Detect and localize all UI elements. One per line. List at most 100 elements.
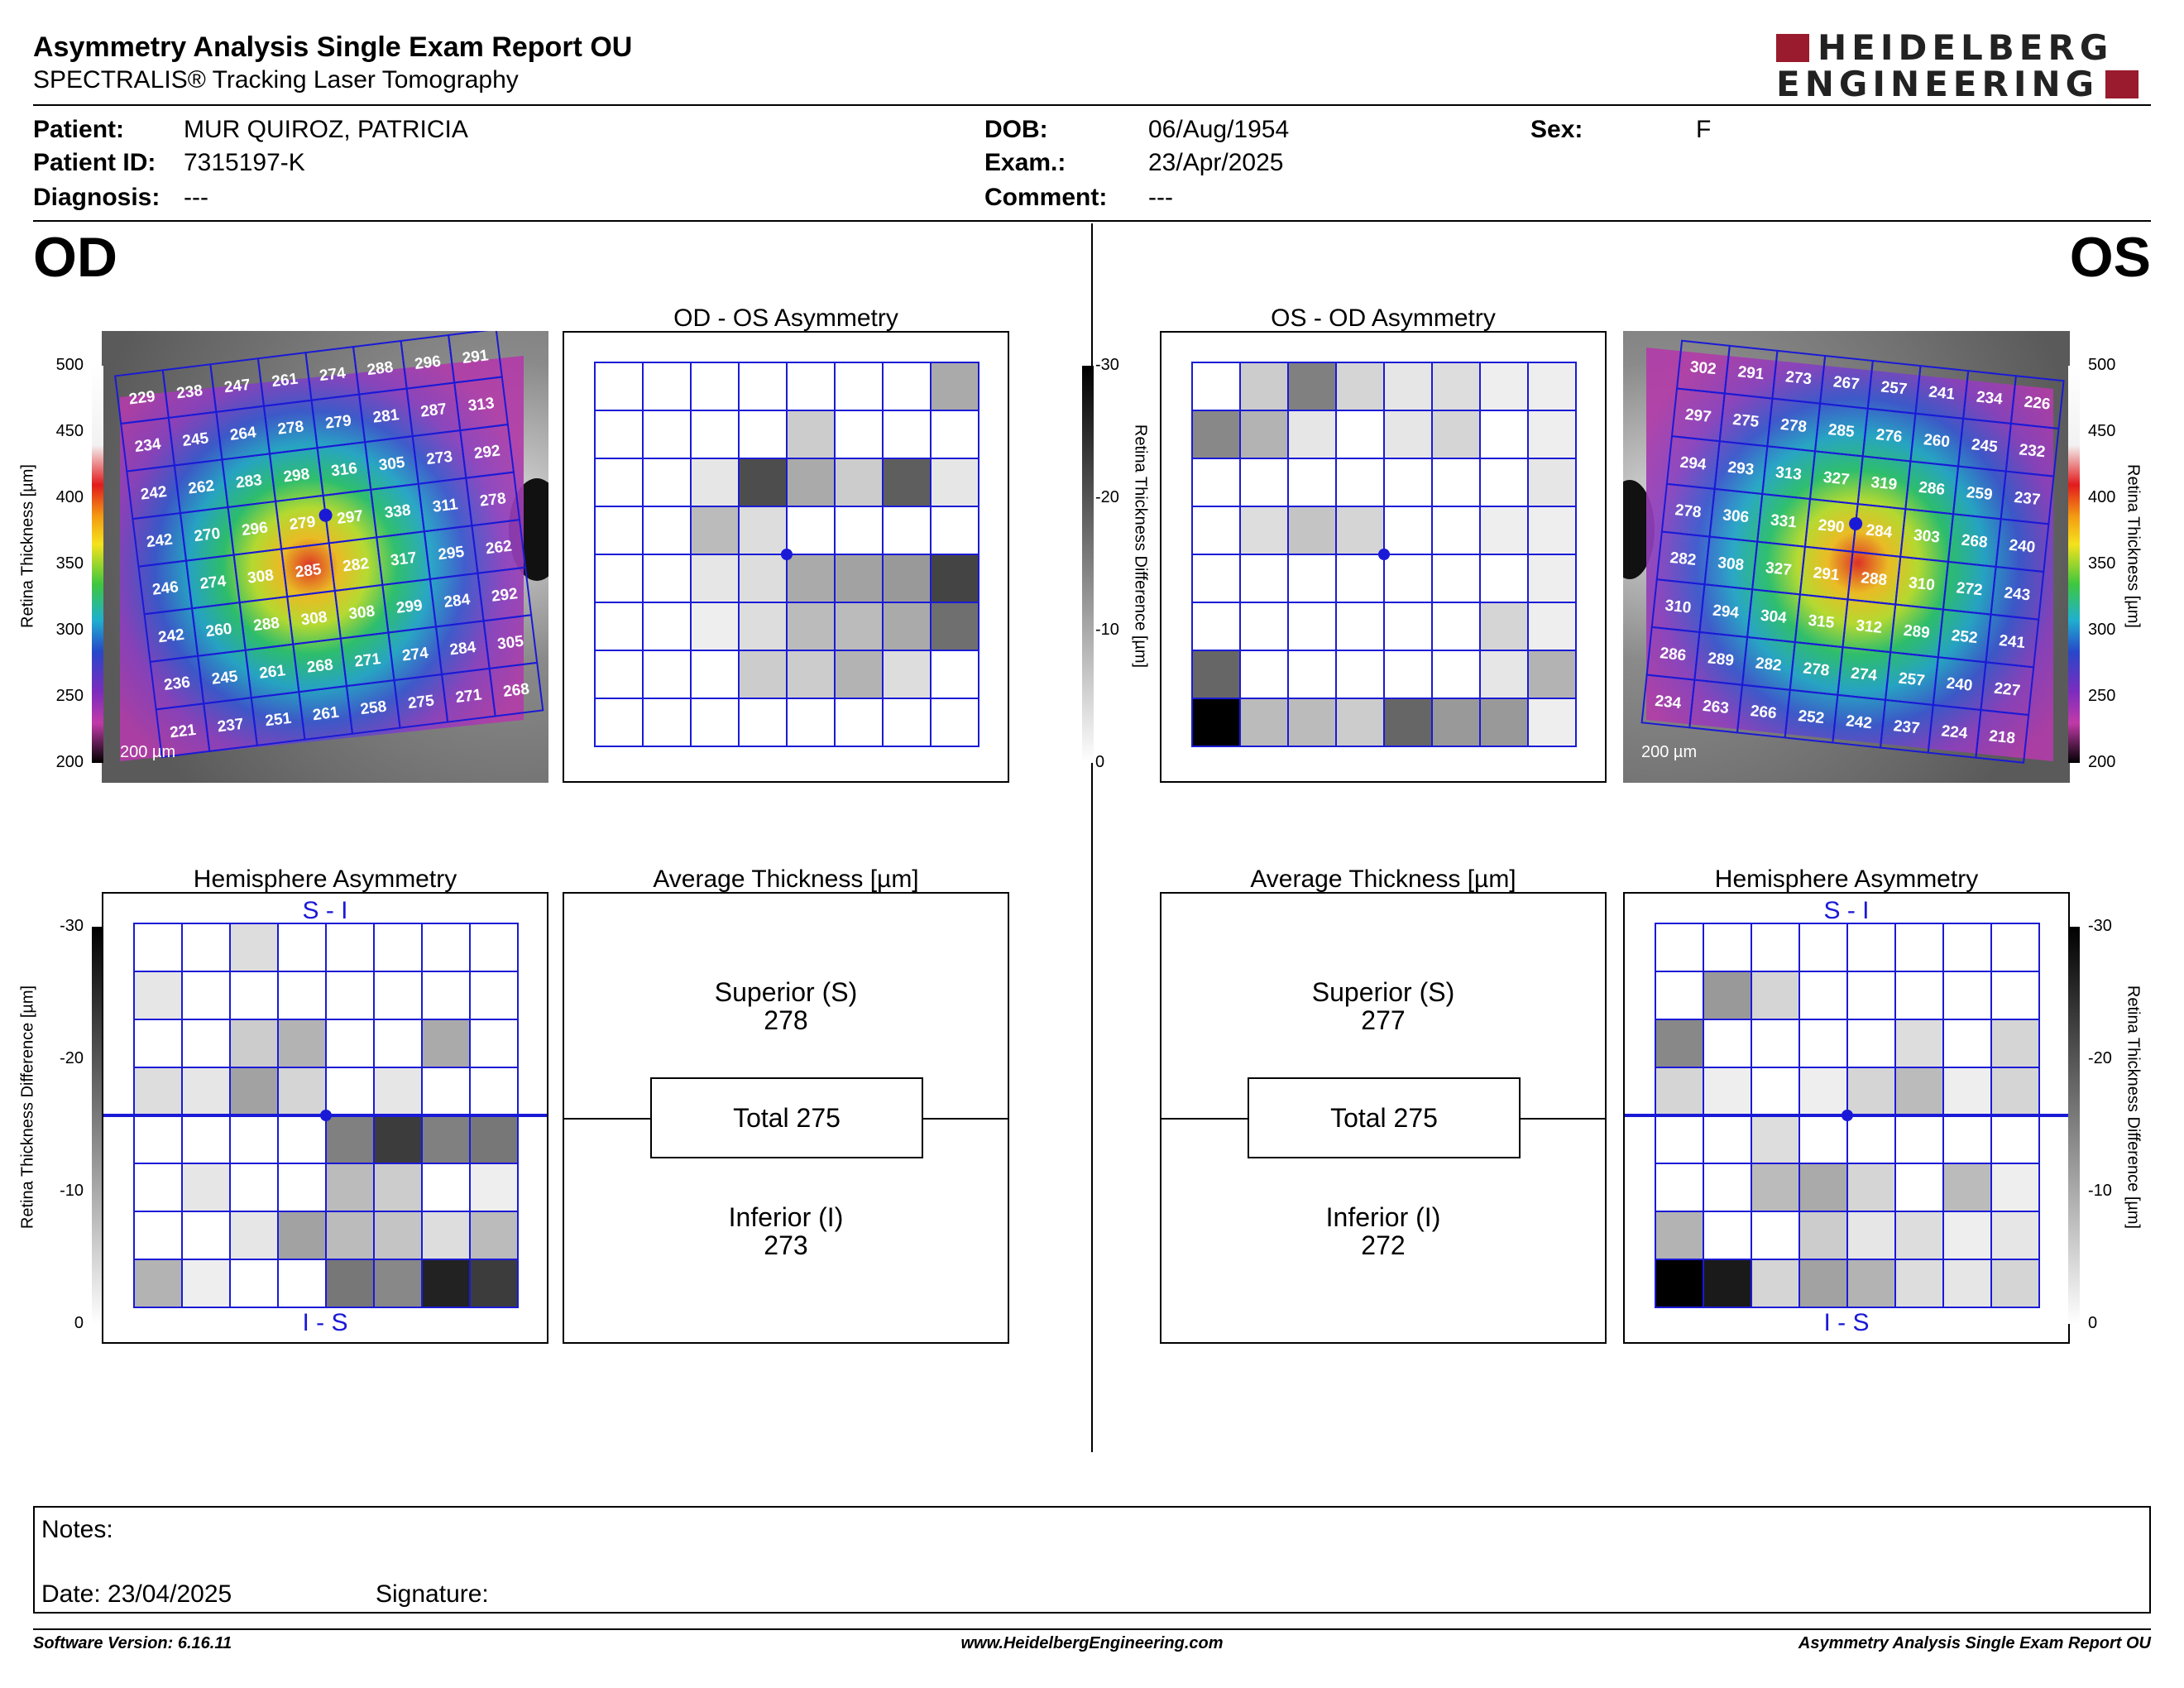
thickness-value: 308 <box>347 602 376 623</box>
thickness-value: 252 <box>1798 707 1826 727</box>
asymmetry-cell <box>642 650 692 699</box>
colorbar-tick: -30 <box>2088 917 2112 935</box>
asymmetry-cell <box>786 362 836 411</box>
dob-label: DOB: <box>984 116 1048 143</box>
asymmetry-cell <box>930 506 979 555</box>
os-hemi-title: Hemisphere Asymmetry <box>1714 866 1979 893</box>
asymmetry-cell <box>1894 1067 1944 1116</box>
asymmetry-cell <box>133 1259 183 1308</box>
fovea-marker <box>318 508 333 522</box>
asymmetry-cell <box>421 1067 471 1116</box>
thickness-value: 308 <box>247 567 275 587</box>
od-hemi-svg <box>103 923 547 1308</box>
os-inferior-value: 272 <box>1361 1230 1406 1260</box>
asymmetry-cell <box>1990 971 2040 1020</box>
logo-line1: HEIDELBERG <box>1818 27 2114 68</box>
thickness-value: 308 <box>300 608 328 629</box>
asymmetry-cell <box>738 698 788 747</box>
asymmetry-cell <box>882 506 932 555</box>
diagnosis-label: Diagnosis: <box>33 184 160 211</box>
asymmetry-cell <box>594 458 644 507</box>
thickness-value: 287 <box>419 400 448 421</box>
diagnosis-value: --- <box>184 184 208 211</box>
asymmetry-cell <box>277 971 327 1020</box>
od-hemi-title: Hemisphere Asymmetry <box>193 866 457 893</box>
patient-id-label: Patient ID: <box>33 149 156 176</box>
website-link[interactable]: www.HeidelbergEngineering.com <box>960 1634 1224 1652</box>
asymmetry-cell <box>642 698 692 747</box>
os-thickness-colorbar: 500 450 400 350 300 250 200 Retina Thickness [µ… <box>2068 331 2151 783</box>
thickness-value: 263 <box>1702 698 1730 717</box>
thickness-value: 283 <box>235 472 263 492</box>
asymmetry-cell <box>1751 1211 1800 1260</box>
asymmetry-cell <box>181 1019 231 1068</box>
thickness-value: 290 <box>1818 516 1846 536</box>
fovea-marker <box>1842 1110 1853 1121</box>
thickness-value: 288 <box>1860 569 1888 589</box>
asymmetry-cell <box>1527 506 1577 555</box>
thickness-value: 311 <box>432 496 459 516</box>
od-superior-value: 278 <box>764 1005 808 1035</box>
asymmetry-cell <box>1894 1259 1944 1308</box>
thickness-value: 282 <box>1755 655 1783 674</box>
thickness-value: 262 <box>485 538 513 559</box>
asymmetry-cell <box>690 602 740 651</box>
asymmetry-cell <box>1846 1067 1896 1116</box>
thickness-value: 286 <box>1660 645 1688 664</box>
asymmetry-cell <box>882 458 932 507</box>
thickness-value: 237 <box>1893 717 1921 737</box>
thickness-value: 279 <box>289 513 317 534</box>
asymmetry-cell <box>373 1115 423 1164</box>
colorbar-tick: -30 <box>1095 356 1119 374</box>
asymmetry-cell <box>1846 1163 1896 1212</box>
asymmetry-cell <box>181 971 231 1020</box>
od-hemi-bottom-label: I - S <box>302 1309 348 1336</box>
asymmetry-cell <box>421 1115 471 1164</box>
asymmetry-cell <box>930 362 979 411</box>
patient-name: MUR QUIROZ, PATRICIA <box>184 116 468 143</box>
thickness-value: 291 <box>1813 564 1841 584</box>
os-hemi-colorbar: -30 -20 -10 0 Retina Thickness Difference [µ… <box>2068 892 2151 1344</box>
asymmetry-cell <box>469 1067 519 1116</box>
thickness-value: 243 <box>2003 584 2031 604</box>
thickness-value: 258 <box>359 698 387 719</box>
colorbar-tick: 450 <box>2088 422 2116 440</box>
thickness-value: 245 <box>181 429 209 450</box>
asymmetry-cell <box>642 410 692 459</box>
asymmetry-cell <box>373 1163 423 1212</box>
asymmetry-cell <box>1703 1067 1752 1116</box>
colorbar-tick: 200 <box>55 753 84 771</box>
notes-box[interactable]: Notes: Date: 23/04/2025 Signature: <box>33 1506 2151 1614</box>
asymmetry-cell <box>642 554 692 603</box>
colorbar-tick: 400 <box>2088 488 2116 506</box>
asymmetry-cell <box>930 554 979 603</box>
asymmetry-cell <box>1846 1211 1896 1260</box>
asymmetry-cell <box>1703 1019 1752 1068</box>
footer-rule <box>33 1628 2151 1630</box>
colorbar-tick: -10 <box>1095 621 1119 639</box>
asymmetry-cell <box>1894 971 1944 1020</box>
asymmetry-cell <box>1703 1163 1752 1212</box>
asymmetry-cell <box>325 1067 375 1116</box>
asymmetry-cell <box>325 1019 375 1068</box>
asymmetry-cell <box>930 410 979 459</box>
asymmetry-cell <box>690 458 740 507</box>
asymmetry-cell <box>690 362 740 411</box>
thickness-value: 293 <box>1727 458 1755 478</box>
thickness-value: 292 <box>473 442 501 463</box>
asymmetry-cell <box>594 554 644 603</box>
asymmetry-cell <box>1846 923 1896 972</box>
thickness-value: 296 <box>241 519 269 539</box>
asymmetry-cell <box>642 506 692 555</box>
colorbar-tick: 500 <box>2088 356 2116 374</box>
signature-label: Signature: <box>376 1580 489 1608</box>
asymmetry-cell <box>594 362 644 411</box>
thickness-value: 266 <box>1750 703 1778 722</box>
asymmetry-cell <box>469 1259 519 1308</box>
asymmetry-cell <box>229 971 279 1020</box>
os-superior-value: 277 <box>1361 1005 1406 1035</box>
thickness-value: 271 <box>455 686 483 707</box>
asymmetry-cell <box>325 1115 375 1164</box>
thickness-value: 273 <box>425 448 453 469</box>
thickness-value: 236 <box>163 674 191 694</box>
